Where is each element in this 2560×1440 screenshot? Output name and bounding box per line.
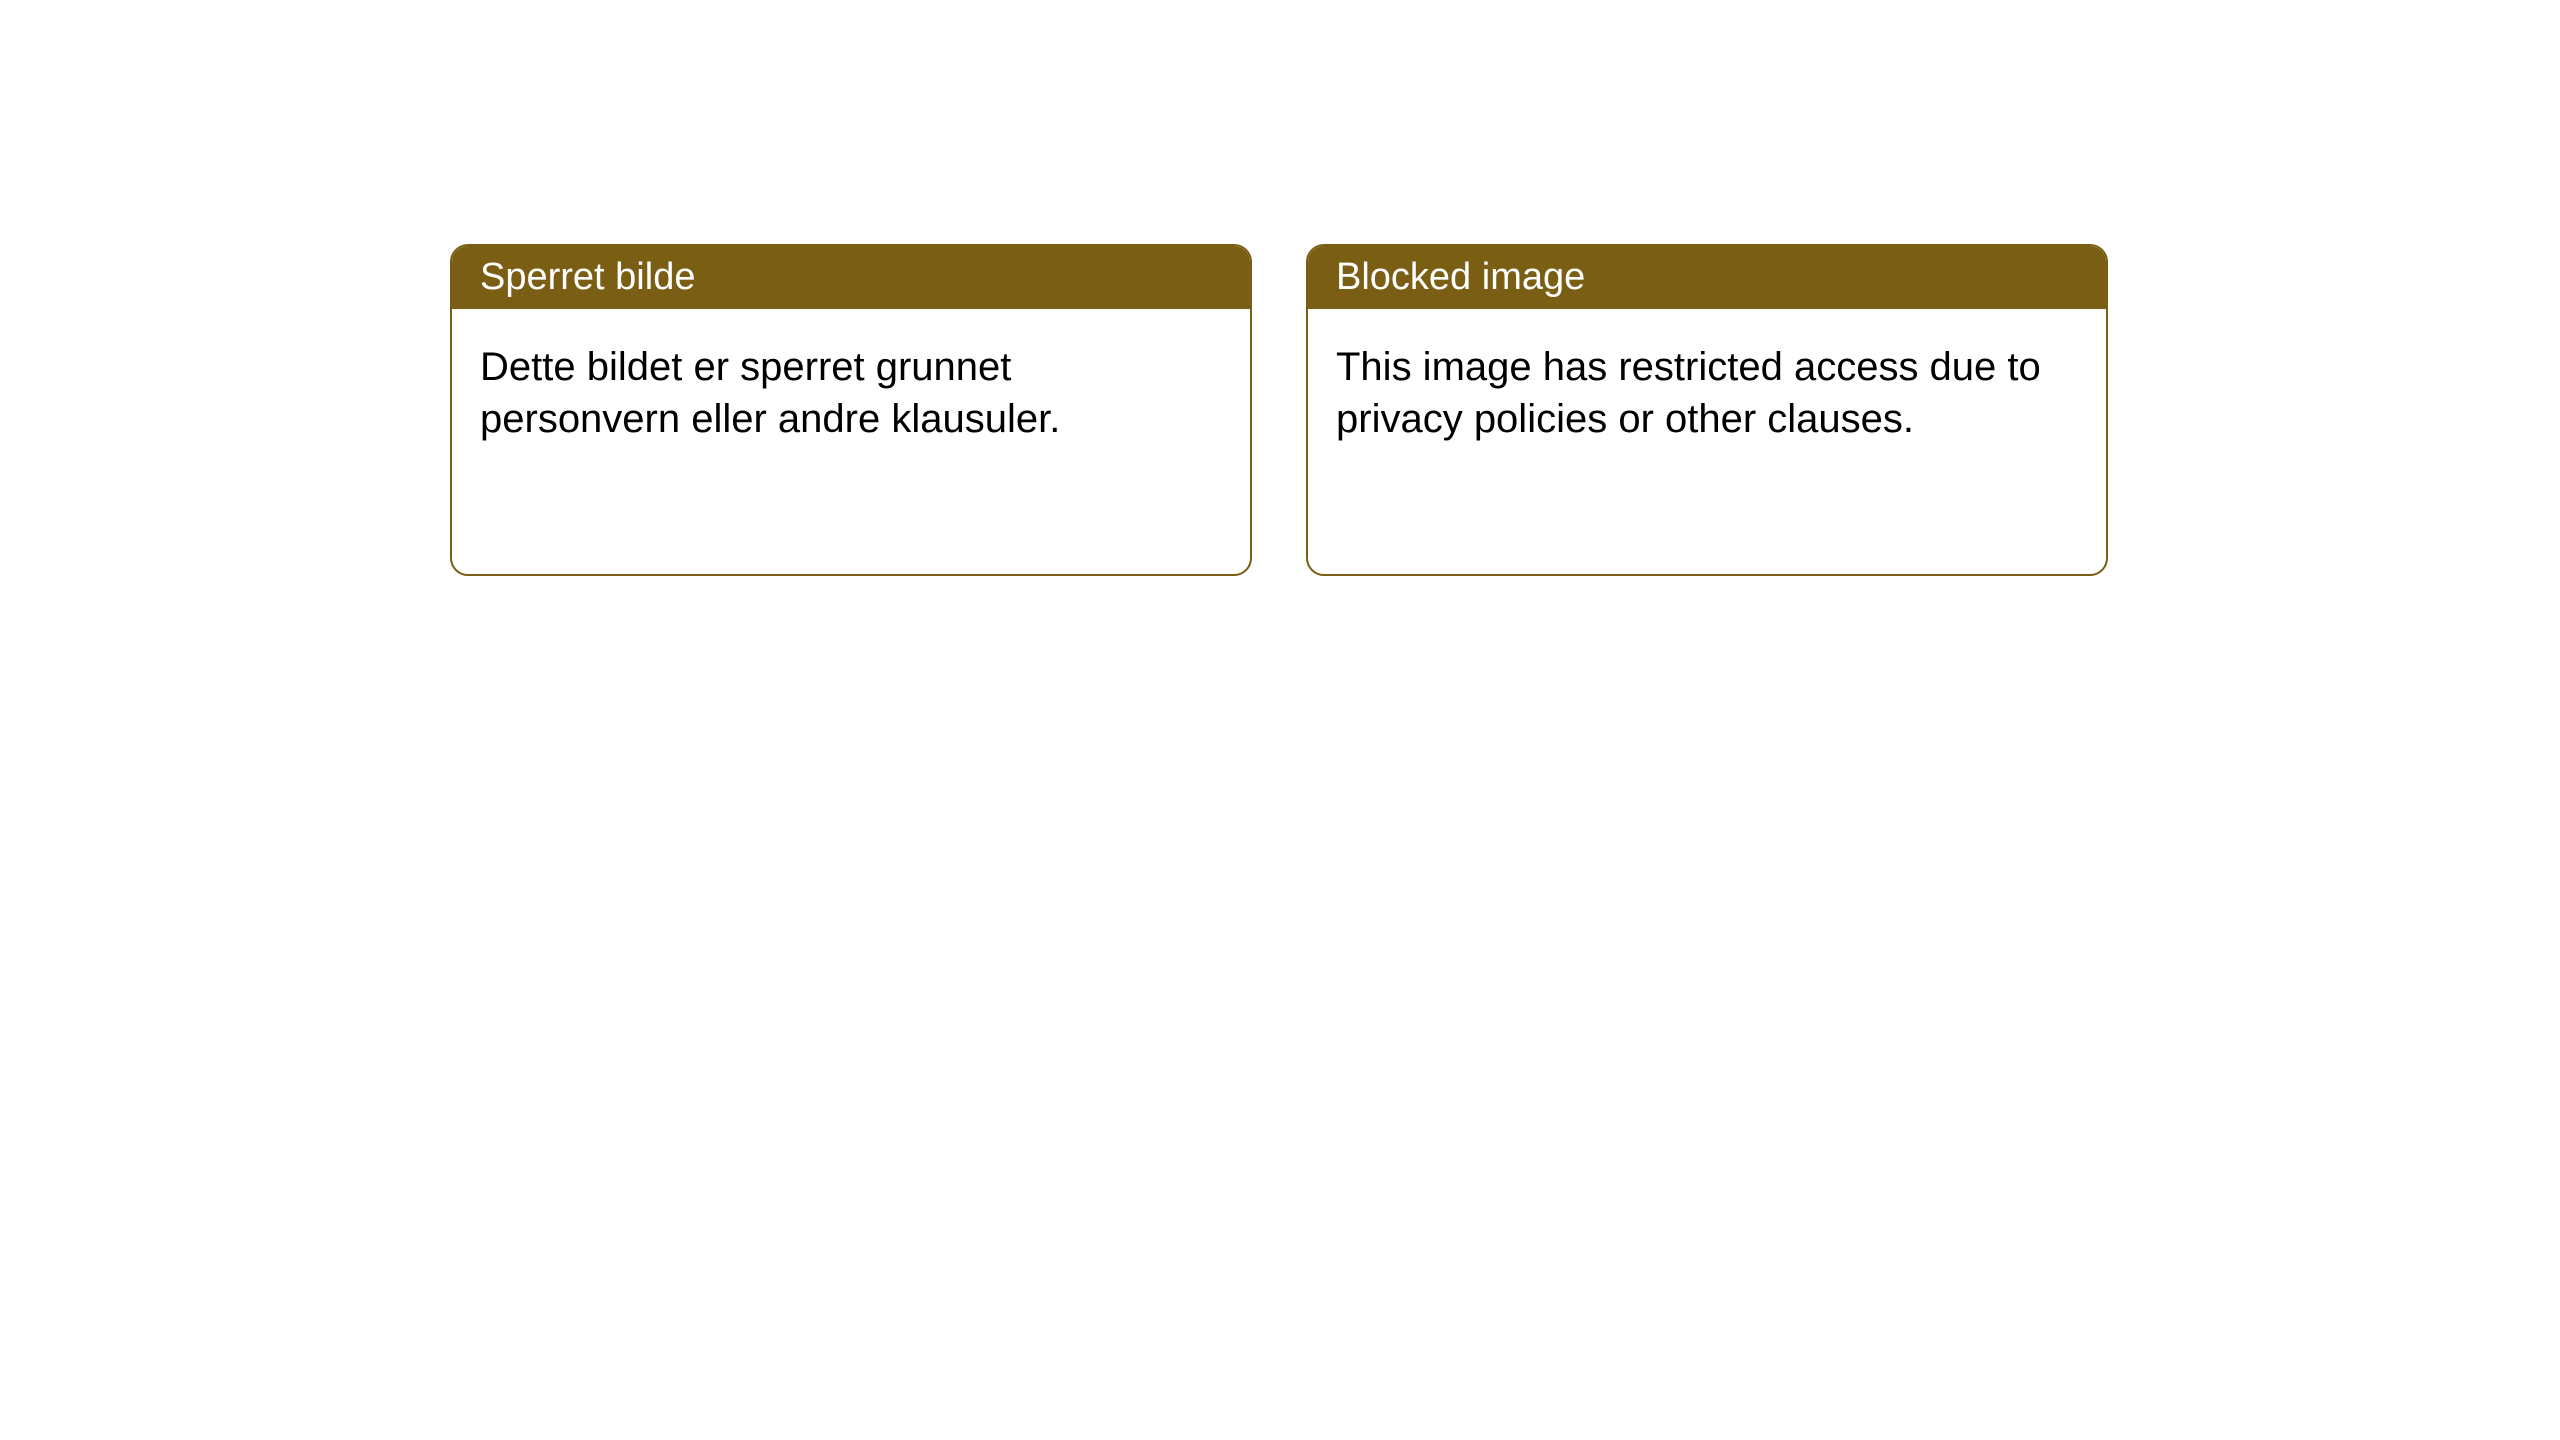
card-body-en: This image has restricted access due to … bbox=[1308, 309, 2106, 477]
card-header-en: Blocked image bbox=[1308, 246, 2106, 309]
blocked-image-card-no: Sperret bilde Dette bildet er sperret gr… bbox=[450, 244, 1252, 576]
blocked-image-card-en: Blocked image This image has restricted … bbox=[1306, 244, 2108, 576]
card-body-no: Dette bildet er sperret grunnet personve… bbox=[452, 309, 1250, 477]
card-container: Sperret bilde Dette bildet er sperret gr… bbox=[0, 0, 2560, 576]
card-header-no: Sperret bilde bbox=[452, 246, 1250, 309]
